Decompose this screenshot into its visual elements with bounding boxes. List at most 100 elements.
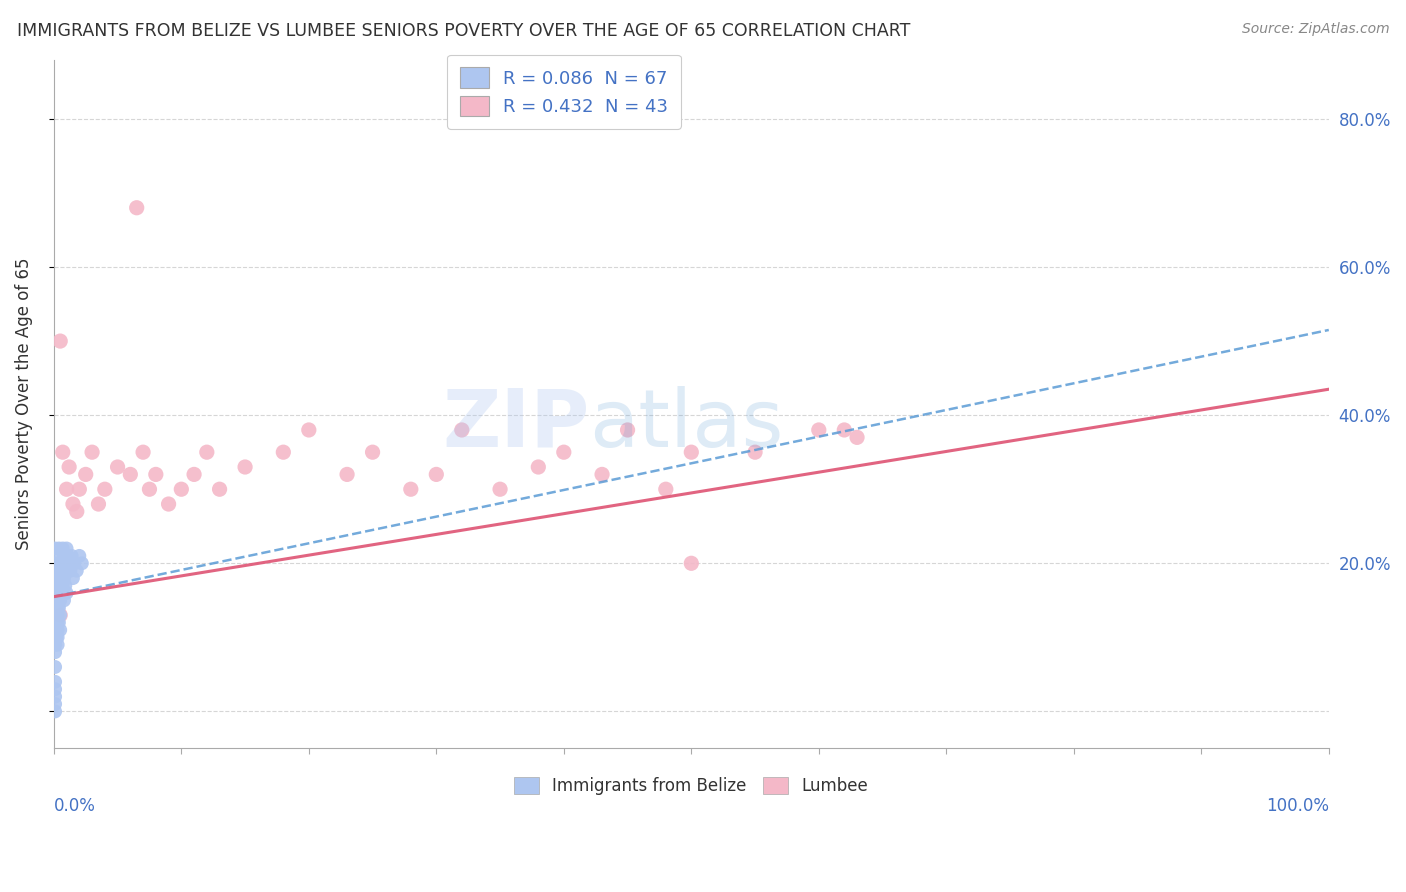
Point [58, 460, 80, 475]
Point [45, 600, 67, 615]
Point [58, 557, 80, 571]
Point [49, 334, 72, 348]
Point [273, 445, 295, 459]
Point [44, 608, 66, 623]
Point [46, 593, 69, 607]
Point [44, 674, 66, 689]
Point [53, 571, 76, 585]
Point [63, 557, 86, 571]
Point [48, 600, 70, 615]
Point [807, 423, 830, 437]
Point [55, 482, 77, 496]
Point [49, 564, 72, 578]
Point [183, 467, 205, 482]
Point [45, 615, 67, 630]
Point [52, 564, 75, 578]
Point [44, 586, 66, 600]
Point [553, 445, 575, 459]
Point [51, 571, 73, 585]
Point [46, 631, 69, 645]
Point [51, 557, 73, 571]
Point [44, 593, 66, 607]
Point [48, 578, 70, 592]
Point [46, 623, 69, 637]
Point [48, 541, 70, 556]
Point [49, 608, 72, 623]
Point [527, 460, 550, 475]
Point [489, 482, 512, 496]
Point [399, 482, 422, 496]
Point [49, 586, 72, 600]
Point [616, 423, 638, 437]
Point [46, 600, 69, 615]
Point [120, 467, 142, 482]
Point [655, 482, 678, 496]
Point [195, 445, 218, 459]
Point [157, 497, 180, 511]
Point [60, 549, 83, 563]
Point [62, 571, 84, 585]
Point [361, 445, 384, 459]
Text: 0.0%: 0.0% [53, 797, 96, 814]
Point [55, 564, 77, 578]
Point [125, 201, 148, 215]
Point [233, 460, 256, 475]
Text: atlas: atlas [589, 385, 783, 464]
Point [48, 564, 70, 578]
Point [336, 467, 359, 482]
Point [44, 638, 66, 652]
Text: ZIP: ZIP [441, 385, 589, 464]
Point [62, 497, 84, 511]
Point [681, 445, 703, 459]
Point [53, 593, 76, 607]
Point [46, 571, 69, 585]
Point [66, 504, 89, 518]
Text: Source: ZipAtlas.com: Source: ZipAtlas.com [1241, 22, 1389, 37]
Point [170, 482, 193, 496]
Point [44, 660, 66, 674]
Point [49, 578, 72, 592]
Point [44, 645, 66, 659]
Point [44, 690, 66, 704]
Point [53, 578, 76, 592]
Point [49, 549, 72, 563]
Point [44, 705, 66, 719]
Point [87, 497, 110, 511]
Point [450, 423, 472, 437]
Point [49, 608, 72, 623]
Point [44, 682, 66, 697]
Point [80, 445, 103, 459]
Point [298, 423, 321, 437]
Point [49, 623, 72, 637]
Y-axis label: Seniors Poverty Over the Age of 65: Seniors Poverty Over the Age of 65 [15, 258, 32, 550]
Point [44, 557, 66, 571]
Point [208, 482, 231, 496]
Point [59, 564, 82, 578]
Point [44, 623, 66, 637]
Point [45, 578, 67, 592]
Point [46, 615, 69, 630]
Point [51, 586, 73, 600]
Point [52, 445, 75, 459]
Point [75, 467, 97, 482]
Point [45, 631, 67, 645]
Legend: Immigrants from Belize, Lumbee: Immigrants from Belize, Lumbee [508, 771, 875, 802]
Point [591, 467, 613, 482]
Point [53, 549, 76, 563]
Point [52, 578, 75, 592]
Point [67, 549, 90, 563]
Point [107, 460, 129, 475]
Point [681, 557, 703, 571]
Point [56, 549, 79, 563]
Point [55, 586, 77, 600]
Point [49, 593, 72, 607]
Point [70, 557, 93, 571]
Point [46, 586, 69, 600]
Text: IMMIGRANTS FROM BELIZE VS LUMBEE SENIORS POVERTY OVER THE AGE OF 65 CORRELATION : IMMIGRANTS FROM BELIZE VS LUMBEE SENIORS… [17, 22, 910, 40]
Point [53, 557, 76, 571]
Point [138, 482, 160, 496]
Text: 100.0%: 100.0% [1265, 797, 1329, 814]
Point [132, 445, 155, 459]
Point [832, 423, 855, 437]
Point [44, 578, 66, 592]
